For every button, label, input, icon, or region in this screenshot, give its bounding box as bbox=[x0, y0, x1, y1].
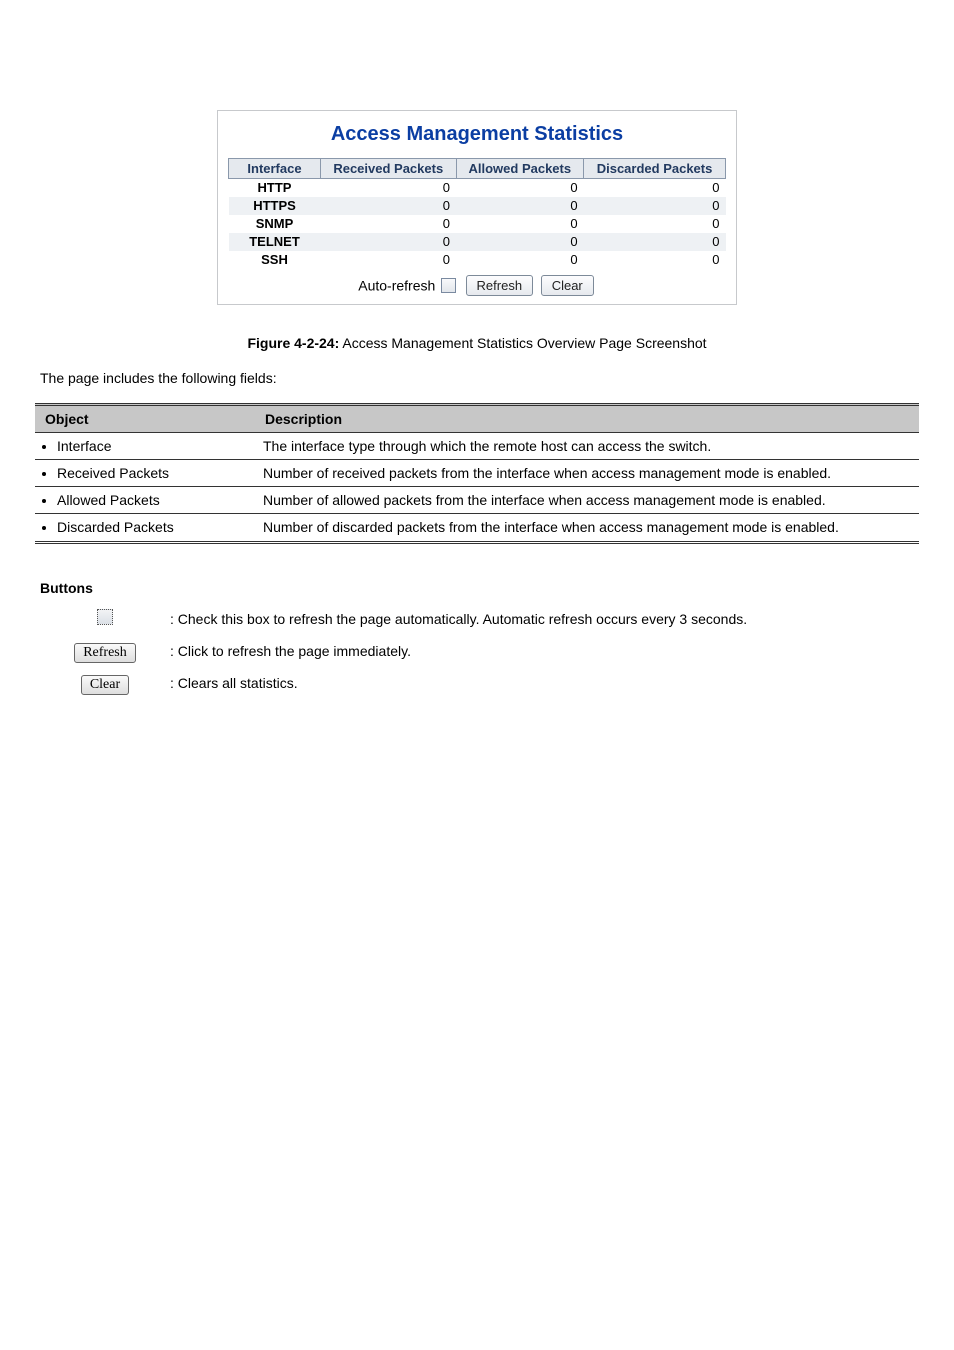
auto-refresh-checkbox-sample bbox=[97, 609, 113, 625]
stats-col-header: Received Packets bbox=[321, 159, 457, 179]
iface-cell: SSH bbox=[229, 251, 321, 269]
clear-desc: : Clears all statistics. bbox=[170, 673, 298, 694]
desc-cell: The interface type through which the rem… bbox=[255, 432, 919, 459]
allowed-cell: 0 bbox=[456, 215, 584, 233]
refresh-button[interactable]: Refresh bbox=[466, 275, 534, 296]
table-row: HTTP000 bbox=[229, 179, 726, 198]
iface-cell: HTTPS bbox=[229, 197, 321, 215]
clear-button-sample: Clear bbox=[81, 675, 129, 695]
table-row: SNMP000 bbox=[229, 215, 726, 233]
buttons-heading: Buttons bbox=[40, 578, 914, 599]
object-description-table: Object Description InterfaceThe interfac… bbox=[35, 403, 919, 544]
discarded-cell: 0 bbox=[584, 179, 726, 198]
buttons-section: Buttons : Check this box to refresh the … bbox=[40, 578, 914, 695]
received-cell: 0 bbox=[321, 233, 457, 251]
allowed-cell: 0 bbox=[456, 197, 584, 215]
figure-caption: Figure 4-2-24: Access Management Statist… bbox=[0, 335, 954, 351]
table-row: HTTPS000 bbox=[229, 197, 726, 215]
obj-cell: Discarded Packets bbox=[35, 514, 255, 542]
fields-intro: The page includes the following fields: bbox=[40, 369, 914, 389]
clear-button[interactable]: Clear bbox=[541, 275, 594, 296]
allowed-cell: 0 bbox=[456, 233, 584, 251]
desc-cell: Number of discarded packets from the int… bbox=[255, 514, 919, 542]
panel-controls: Auto-refresh Refresh Clear bbox=[228, 275, 726, 296]
auto-refresh-checkbox[interactable] bbox=[441, 278, 456, 293]
discarded-cell: 0 bbox=[584, 233, 726, 251]
refresh-desc: : Click to refresh the page immediately. bbox=[170, 641, 411, 662]
obj-row: Discarded PacketsNumber of discarded pac… bbox=[35, 514, 919, 542]
received-cell: 0 bbox=[321, 251, 457, 269]
desc-col-header: Description bbox=[255, 404, 919, 432]
figure-number: Figure 4-2-24: bbox=[247, 335, 339, 351]
stats-col-header: Discarded Packets bbox=[584, 159, 726, 179]
stats-col-header: Allowed Packets bbox=[456, 159, 584, 179]
iface-cell: SNMP bbox=[229, 215, 321, 233]
obj-cell: Interface bbox=[35, 432, 255, 459]
discarded-cell: 0 bbox=[584, 215, 726, 233]
panel-title: Access Management Statistics bbox=[228, 123, 726, 146]
stats-table: InterfaceReceived PacketsAllowed Packets… bbox=[228, 158, 726, 269]
obj-col-header: Object bbox=[35, 404, 255, 432]
discarded-cell: 0 bbox=[584, 251, 726, 269]
iface-cell: TELNET bbox=[229, 233, 321, 251]
auto-refresh-desc: : Check this box to refresh the page aut… bbox=[170, 609, 747, 630]
obj-cell: Received Packets bbox=[35, 459, 255, 486]
received-cell: 0 bbox=[321, 215, 457, 233]
table-row: TELNET000 bbox=[229, 233, 726, 251]
table-row: SSH000 bbox=[229, 251, 726, 269]
auto-refresh-label: Auto-refresh bbox=[358, 278, 435, 294]
received-cell: 0 bbox=[321, 197, 457, 215]
allowed-cell: 0 bbox=[456, 179, 584, 198]
access-mgmt-stats-panel: Access Management Statistics InterfaceRe… bbox=[217, 110, 737, 305]
desc-cell: Number of received packets from the inte… bbox=[255, 459, 919, 486]
discarded-cell: 0 bbox=[584, 197, 726, 215]
allowed-cell: 0 bbox=[456, 251, 584, 269]
desc-cell: Number of allowed packets from the inter… bbox=[255, 487, 919, 514]
figure-title: Access Management Statistics Overview Pa… bbox=[339, 335, 706, 351]
stats-col-header: Interface bbox=[229, 159, 321, 179]
obj-cell: Allowed Packets bbox=[35, 487, 255, 514]
obj-row: InterfaceThe interface type through whic… bbox=[35, 432, 919, 459]
obj-row: Received PacketsNumber of received packe… bbox=[35, 459, 919, 486]
obj-row: Allowed PacketsNumber of allowed packets… bbox=[35, 487, 919, 514]
received-cell: 0 bbox=[321, 179, 457, 198]
iface-cell: HTTP bbox=[229, 179, 321, 198]
refresh-button-sample: Refresh bbox=[74, 643, 136, 663]
